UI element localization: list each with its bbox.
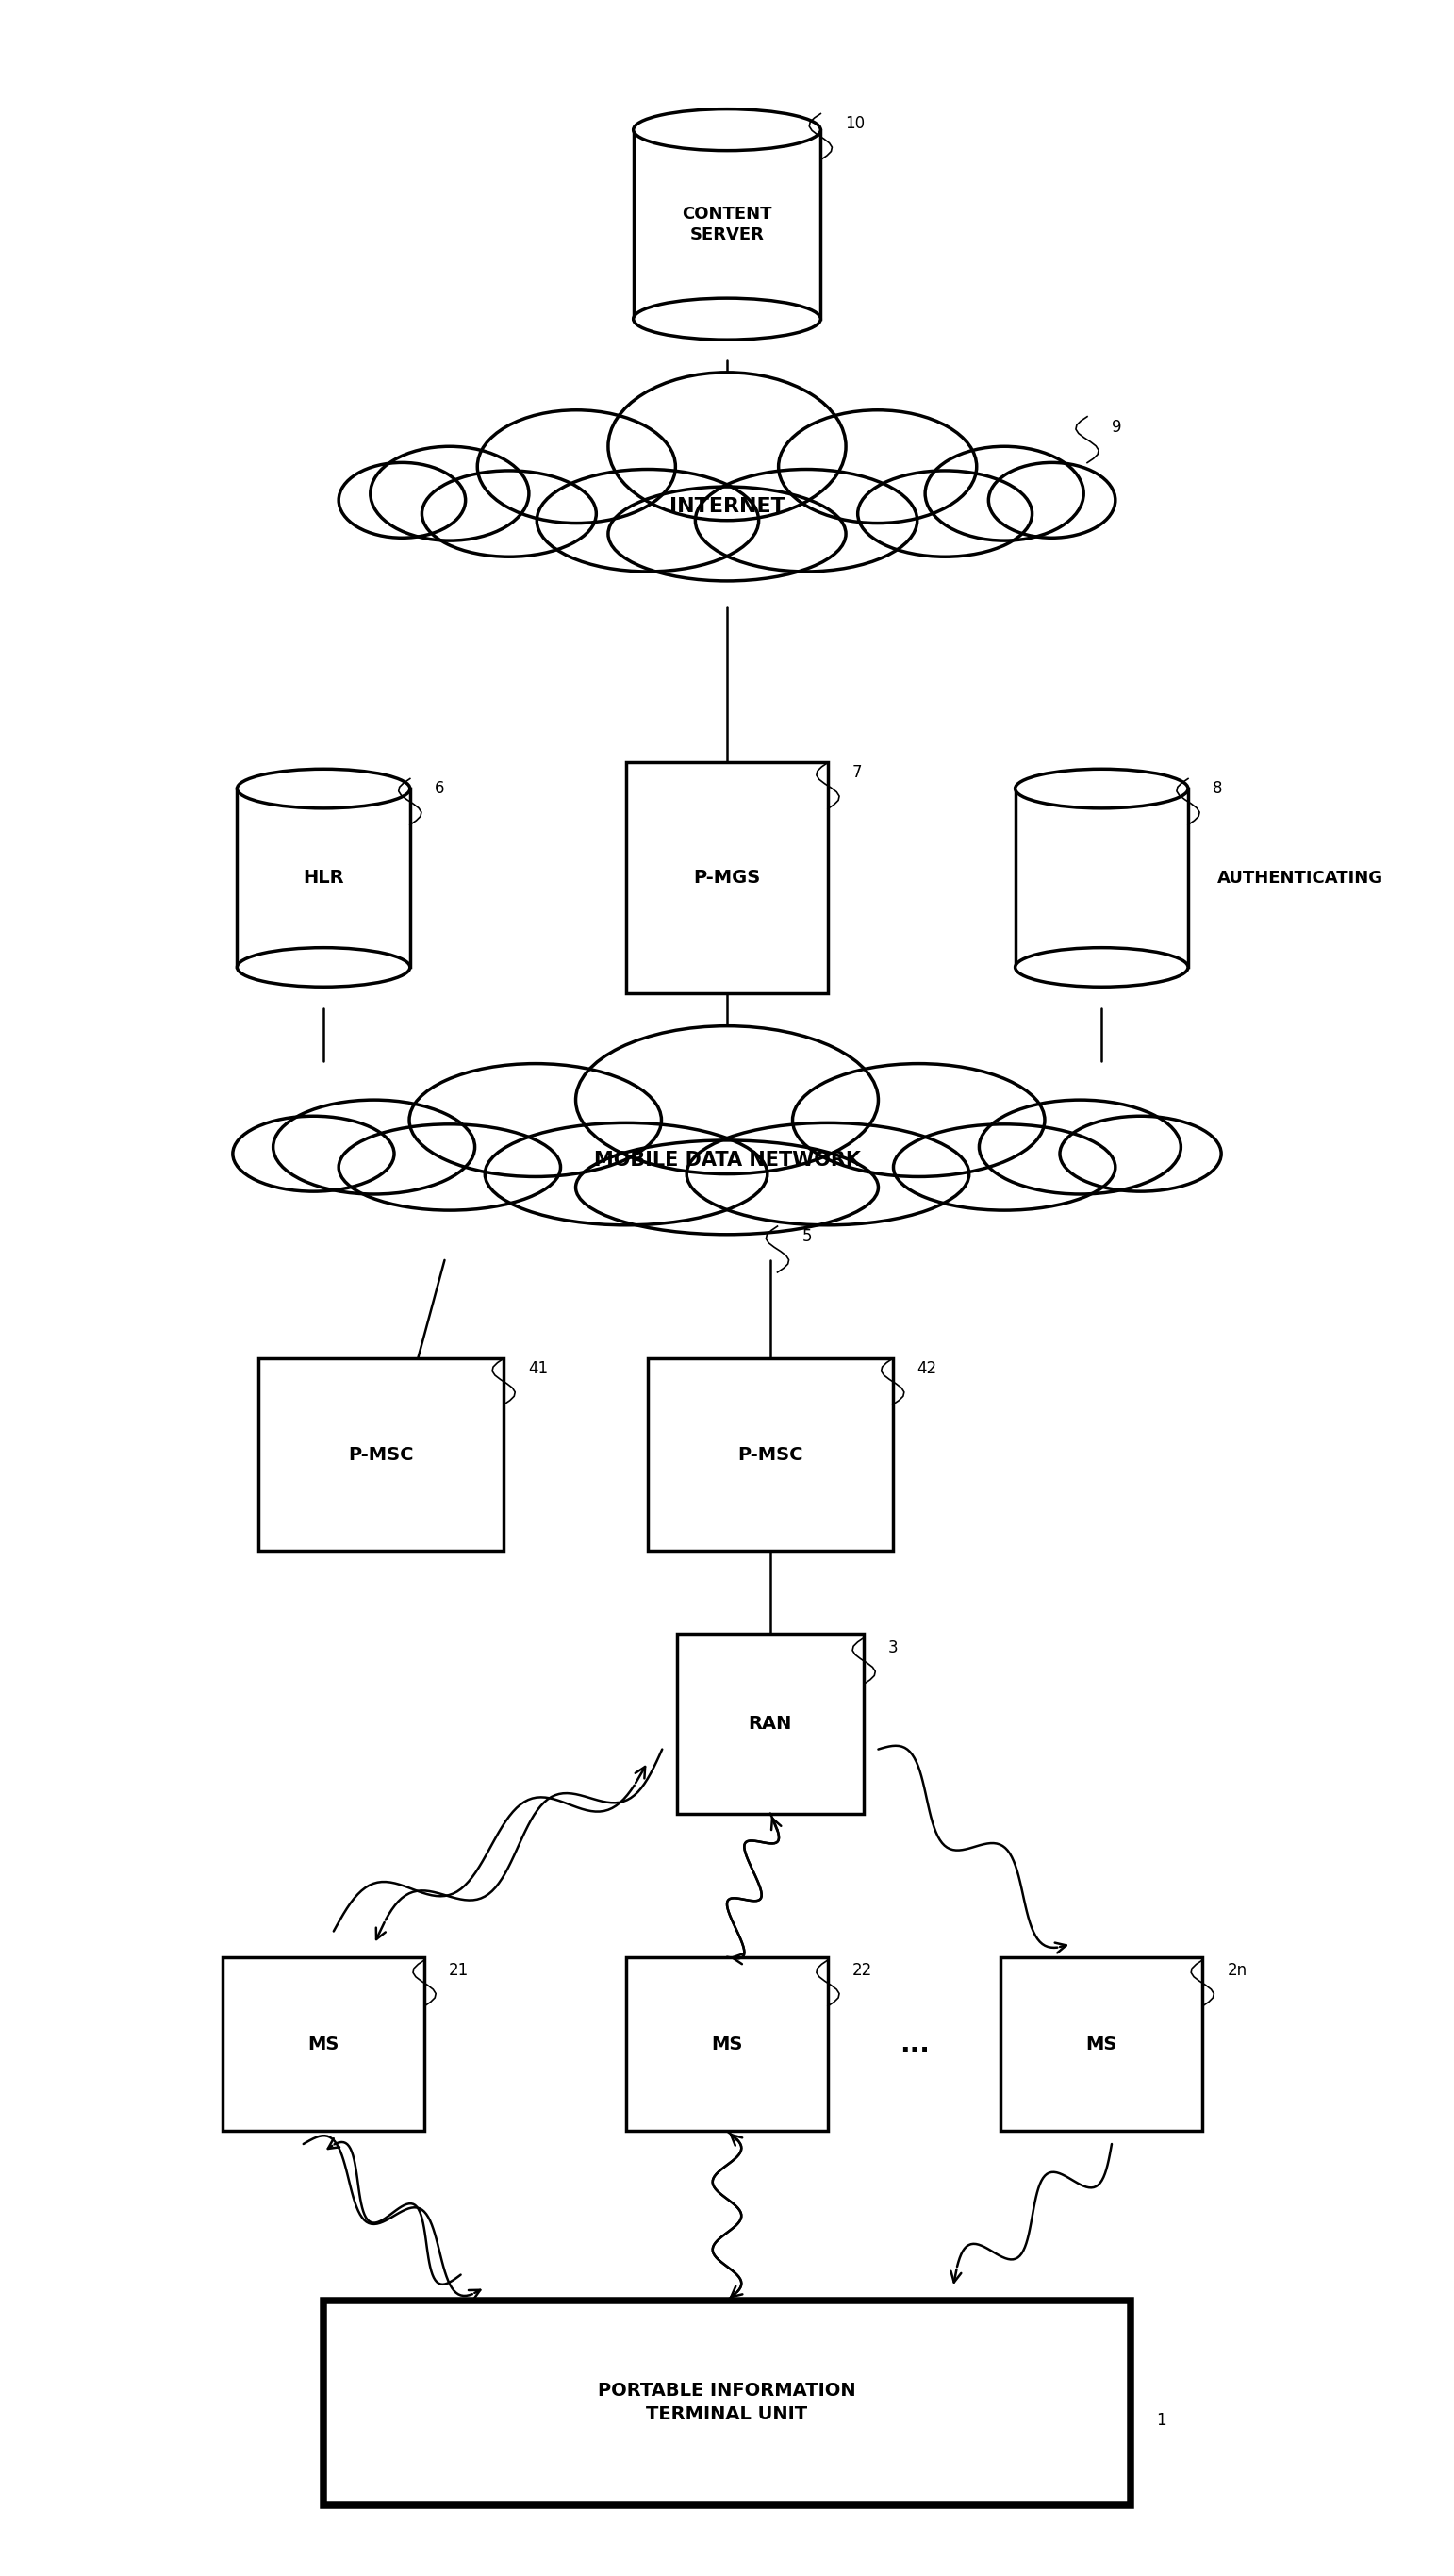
Bar xyxy=(676,1633,864,1814)
Text: 41: 41 xyxy=(528,1360,548,1378)
Ellipse shape xyxy=(339,1123,561,1211)
Text: MS: MS xyxy=(308,2035,339,2053)
Text: 10: 10 xyxy=(845,116,865,131)
Ellipse shape xyxy=(695,469,917,572)
Bar xyxy=(222,1958,425,2130)
Ellipse shape xyxy=(371,446,529,541)
Ellipse shape xyxy=(422,471,596,556)
Ellipse shape xyxy=(778,410,977,523)
Ellipse shape xyxy=(409,1064,662,1177)
Text: 3: 3 xyxy=(888,1638,899,1656)
Ellipse shape xyxy=(233,1115,394,1193)
Ellipse shape xyxy=(1015,770,1188,809)
Text: 8: 8 xyxy=(1213,781,1223,799)
Text: AUTHENTICATING: AUTHENTICATING xyxy=(1217,871,1383,886)
Text: MS: MS xyxy=(711,2035,743,2053)
Ellipse shape xyxy=(979,1100,1181,1195)
Text: 1: 1 xyxy=(1156,2411,1166,2429)
Text: 2n: 2n xyxy=(1227,1963,1248,1978)
Text: ...: ... xyxy=(899,2030,929,2058)
Ellipse shape xyxy=(1015,948,1188,987)
Ellipse shape xyxy=(339,464,465,538)
Bar xyxy=(324,2300,1130,2506)
Ellipse shape xyxy=(858,471,1032,556)
Text: P-MGS: P-MGS xyxy=(694,868,760,886)
Ellipse shape xyxy=(237,770,410,809)
Ellipse shape xyxy=(486,1123,768,1226)
Ellipse shape xyxy=(792,1064,1045,1177)
Text: CONTENT
SERVER: CONTENT SERVER xyxy=(682,206,772,242)
Text: PORTABLE INFORMATION
TERMINAL UNIT: PORTABLE INFORMATION TERMINAL UNIT xyxy=(598,2383,856,2424)
Text: 5: 5 xyxy=(803,1229,811,1244)
Text: RAN: RAN xyxy=(749,1716,792,1734)
Text: 6: 6 xyxy=(435,781,445,799)
Bar xyxy=(1000,1958,1202,2130)
Ellipse shape xyxy=(576,1025,878,1175)
Ellipse shape xyxy=(634,108,820,149)
Ellipse shape xyxy=(537,469,759,572)
Bar xyxy=(647,1358,893,1551)
Bar xyxy=(237,788,410,966)
Bar xyxy=(627,762,827,994)
Ellipse shape xyxy=(273,1100,475,1195)
Text: 9: 9 xyxy=(1112,417,1121,435)
Bar xyxy=(627,1958,827,2130)
Bar xyxy=(1015,788,1188,966)
Ellipse shape xyxy=(686,1123,968,1226)
Ellipse shape xyxy=(893,1123,1115,1211)
Ellipse shape xyxy=(608,487,846,582)
Bar xyxy=(634,129,820,319)
Text: 42: 42 xyxy=(917,1360,938,1378)
Ellipse shape xyxy=(237,948,410,987)
Ellipse shape xyxy=(576,1141,878,1234)
Text: P-MSC: P-MSC xyxy=(737,1445,803,1463)
Bar xyxy=(259,1358,503,1551)
Ellipse shape xyxy=(477,410,676,523)
Text: 21: 21 xyxy=(449,1963,470,1978)
Text: 22: 22 xyxy=(852,1963,872,1978)
Ellipse shape xyxy=(1060,1115,1221,1193)
Ellipse shape xyxy=(925,446,1083,541)
Text: MS: MS xyxy=(1086,2035,1117,2053)
Text: HLR: HLR xyxy=(302,868,345,886)
Ellipse shape xyxy=(989,464,1115,538)
Text: INTERNET: INTERNET xyxy=(669,497,785,515)
Text: 7: 7 xyxy=(852,765,862,781)
Text: MOBILE DATA NETWORK: MOBILE DATA NETWORK xyxy=(593,1151,861,1170)
Ellipse shape xyxy=(634,299,820,340)
Text: P-MSC: P-MSC xyxy=(349,1445,414,1463)
Ellipse shape xyxy=(608,374,846,520)
